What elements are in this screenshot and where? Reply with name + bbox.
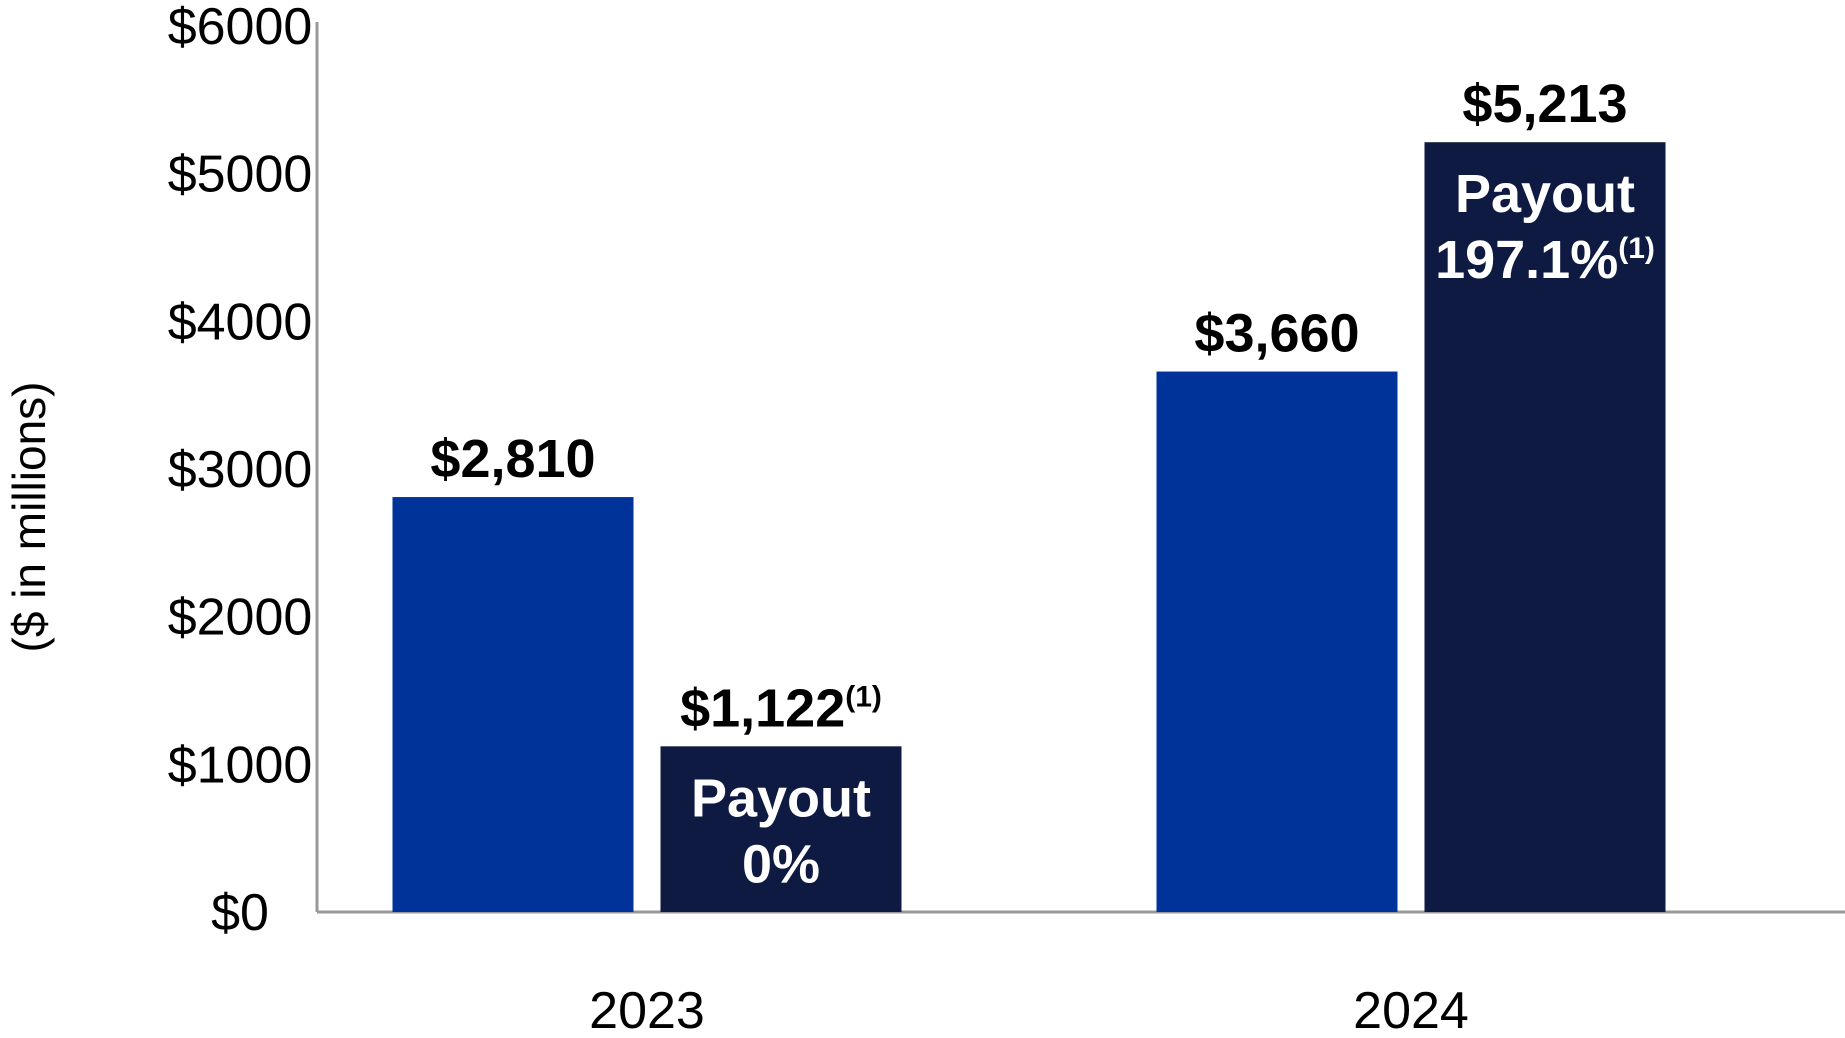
bar-inner-label: 197.1%(1) <box>1435 230 1655 290</box>
y-tick-label: $5000 <box>168 146 313 204</box>
x-category-label: 2024 <box>1353 982 1469 1038</box>
bar-value-label: $1,122(1) <box>680 678 882 738</box>
y-tick-label: $6000 <box>168 0 313 56</box>
bar <box>660 746 902 912</box>
bar-value-label: $3,660 <box>1194 304 1359 364</box>
bar <box>392 497 634 912</box>
bar <box>1156 371 1398 912</box>
bar <box>1424 142 1666 912</box>
bar-inner-label: Payout <box>1455 164 1635 224</box>
bar-inner-label: 0% <box>742 834 820 894</box>
y-tick-labels: $0 $1000 $2000 $3000 $4000 $5000 $6000 <box>168 0 313 942</box>
y-axis-title: ($ in millions) <box>3 382 55 653</box>
y-tick-label: $1000 <box>168 736 313 794</box>
y-tick-label: $4000 <box>168 293 313 351</box>
bar-inner-label: Payout <box>691 768 871 828</box>
y-tick-label: $0 <box>211 884 269 942</box>
x-category-labels: 2023 2024 <box>589 982 1469 1038</box>
y-tick-label: $2000 <box>168 589 313 647</box>
y-tick-label: $3000 <box>168 441 313 499</box>
bars: $2,810$1,122(1)Payout0%$3,660$5,213Payou… <box>392 74 1666 912</box>
bar-value-label: $5,213 <box>1462 74 1627 134</box>
x-category-label: 2023 <box>589 982 705 1038</box>
bar-value-label: $2,810 <box>430 429 595 489</box>
